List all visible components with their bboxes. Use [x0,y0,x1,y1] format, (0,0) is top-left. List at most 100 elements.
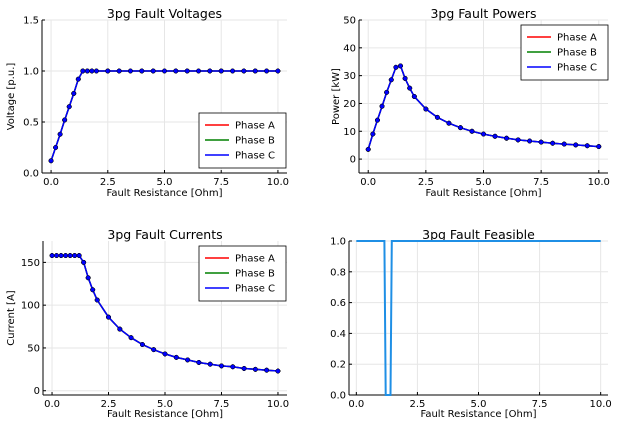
data-point [105,68,111,74]
legend-label: Phase A [235,121,275,132]
x-axis-label: Fault Resistance [Ohm] [107,409,223,420]
y-tick-label: 0 [350,155,356,166]
x-axis-label: Fault Resistance [Ohm] [421,409,537,420]
data-point [384,89,390,95]
data-point [81,259,87,265]
data-point [573,142,579,148]
x-tick-label: 2.5 [409,399,425,410]
data-point [275,68,281,74]
chart-3: 0.0 2.5 5.0 7.5 10.0 0 50 100 150 3pg Fault Curre… [6,227,289,420]
data-point [561,141,567,147]
data-point [75,76,81,82]
data-point [85,275,91,281]
data-point [80,68,86,74]
data-point [230,68,236,74]
y-axis-label: Current [A] [6,290,17,345]
data-point [241,366,247,371]
data-point [66,104,72,110]
y-axis-label: Voltage [p.u.] [6,63,17,131]
legend: Phase A Phase B Phase C [198,245,287,302]
data-point [139,342,145,347]
data-point [173,68,179,74]
chart-2: 0.0 2.5 5.0 7.5 10.0 0 10 20 30 40 50 3pg Fault Pow… [331,6,610,199]
data-point [62,117,68,123]
y-tick-label: 0.0 [330,391,346,402]
data-point [196,68,201,74]
y-tick-label: 50 [343,16,356,27]
y-tick-label: 0.6 [330,298,346,309]
y-tick-label: 10 [343,127,356,138]
data-point [379,103,385,109]
x-tick-label: 2.5 [100,177,116,188]
data-point [94,297,100,303]
chart-1: 0.0 2.5 5.0 7.5 10.0 0.0 0.5 1.0 1.5 3pg Fault Vo… [6,6,289,199]
data-point [398,63,403,69]
data-point [515,137,521,143]
y-tick-label: 20 [343,99,356,110]
legend: Phase A Phase B Phase C [520,24,609,81]
y-tick-label: 0 [34,386,40,397]
x-tick-label: 0.0 [44,399,60,410]
y-tick-label: 1.0 [23,67,39,78]
x-tick-label: 7.5 [213,177,229,188]
data-point [481,131,486,137]
data-point [446,120,452,126]
data-point [492,133,498,139]
data-point [388,77,394,83]
x-tick-label: 5.0 [157,177,173,188]
data-point [151,347,157,353]
legend-label: Phase B [557,48,597,59]
data-point [538,139,544,145]
chart-title: 3pg Fault Powers [430,6,536,21]
data-point [173,354,179,360]
data-point [71,90,77,96]
data-point [58,253,64,258]
data-point [207,68,213,74]
y-tick-label: 0.0 [23,169,39,180]
legend-label: Phase B [235,269,275,280]
x-tick-label: 0.0 [348,399,364,410]
data-point [128,68,133,74]
x-tick-label: 10.0 [267,177,289,188]
x-tick-label: 10.0 [588,177,610,188]
data-point [185,357,191,363]
data-point [264,367,270,373]
data-point [90,287,96,293]
x-tick-label: 10.0 [267,399,289,410]
legend-label: Phase A [557,33,597,44]
data-point [550,140,556,146]
data-point [434,114,440,120]
legend: Phase A Phase B Phase C [198,112,287,169]
y-tick-label: 30 [343,71,356,82]
data-point [218,68,224,74]
data-point [457,125,463,131]
data-point [275,368,281,374]
y-tick-label: 0.2 [330,360,346,371]
x-tick-label: 7.5 [214,399,230,410]
data-point [150,68,156,74]
data-point [196,360,202,365]
data-point [67,253,73,258]
x-tick-label: 10.0 [590,399,612,410]
y-tick-label: 1.5 [23,16,39,27]
data-point [527,138,533,144]
data-point [84,68,90,74]
data-point [207,361,213,367]
data-point [76,253,82,258]
legend-label: Phase C [557,63,597,74]
y-tick-label: 0.8 [330,267,346,278]
legend-label: Phase A [235,254,275,265]
y-tick-label: 150 [21,258,40,269]
x-tick-label: 0.0 [43,177,59,188]
data-point [162,68,167,74]
data-point [54,253,60,258]
data-point [596,144,602,150]
data-point [57,131,63,137]
data-point [117,326,123,332]
data-point [48,158,54,164]
data-point [252,366,258,372]
legend-label: Phase C [235,284,275,295]
data-point [49,253,55,258]
x-axis-label: Fault Resistance [Ohm] [426,188,542,199]
